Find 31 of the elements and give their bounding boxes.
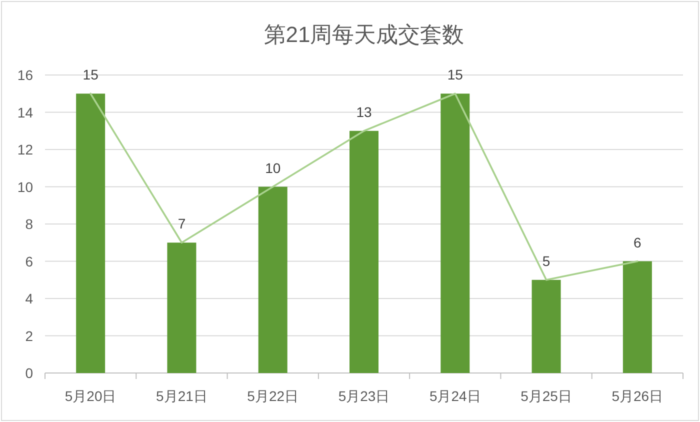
x-tick-label: 5月22日 xyxy=(247,388,299,404)
data-label: 6 xyxy=(634,234,642,250)
data-label: 7 xyxy=(178,216,186,232)
data-label: 13 xyxy=(356,104,372,120)
y-tick-label: 6 xyxy=(25,253,34,270)
x-tick-label: 5月24日 xyxy=(429,388,481,404)
bar xyxy=(532,280,561,373)
x-tick-label: 5月20日 xyxy=(64,388,116,404)
y-tick-label: 14 xyxy=(17,104,34,120)
y-tick-label: 0 xyxy=(25,365,34,381)
x-tick-label: 5月25日 xyxy=(520,388,572,404)
data-label: 10 xyxy=(265,160,281,176)
chart-title: 第21周每天成交套数 xyxy=(264,22,464,47)
bar xyxy=(350,130,378,373)
bar xyxy=(622,261,652,373)
data-label: 15 xyxy=(82,66,99,83)
y-tick-label: 16 xyxy=(17,67,34,83)
x-tick-label: 5月21日 xyxy=(156,388,208,404)
y-tick-label: 12 xyxy=(17,142,34,158)
x-tick-label: 5月23日 xyxy=(338,388,390,404)
y-tick-label: 2 xyxy=(25,328,34,344)
bar xyxy=(167,242,196,373)
x-tick-label: 5月26日 xyxy=(612,388,664,404)
data-label: 15 xyxy=(447,66,464,83)
bar xyxy=(76,94,106,373)
bar xyxy=(440,94,470,373)
bar xyxy=(258,186,288,373)
y-tick-label: 10 xyxy=(17,178,34,195)
data-label: 5 xyxy=(542,252,550,269)
y-tick-label: 4 xyxy=(25,290,34,306)
y-tick-label: 8 xyxy=(25,216,34,232)
